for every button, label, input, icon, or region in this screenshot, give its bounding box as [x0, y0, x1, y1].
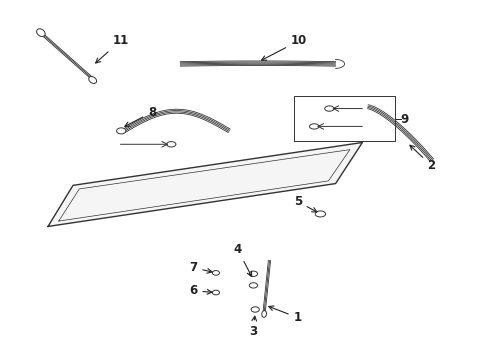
Ellipse shape: [166, 141, 176, 147]
Ellipse shape: [212, 271, 219, 275]
Text: 2: 2: [409, 145, 435, 172]
Text: 11: 11: [96, 34, 128, 63]
Text: 10: 10: [261, 34, 306, 60]
Text: 5: 5: [293, 195, 316, 212]
Polygon shape: [48, 143, 362, 226]
Ellipse shape: [89, 76, 97, 84]
Text: 1: 1: [268, 306, 301, 324]
Text: 7: 7: [189, 261, 212, 274]
Ellipse shape: [249, 283, 257, 288]
Ellipse shape: [315, 211, 325, 217]
Ellipse shape: [261, 311, 266, 317]
Text: 8: 8: [124, 106, 156, 126]
Text: 9: 9: [400, 113, 408, 126]
Text: 3: 3: [248, 316, 257, 338]
Ellipse shape: [324, 106, 333, 111]
Ellipse shape: [249, 271, 257, 276]
Ellipse shape: [251, 307, 259, 312]
Ellipse shape: [309, 124, 318, 129]
Ellipse shape: [212, 290, 219, 295]
Text: 4: 4: [233, 243, 251, 276]
Text: 6: 6: [189, 284, 211, 297]
Ellipse shape: [116, 128, 125, 134]
Ellipse shape: [37, 29, 45, 36]
